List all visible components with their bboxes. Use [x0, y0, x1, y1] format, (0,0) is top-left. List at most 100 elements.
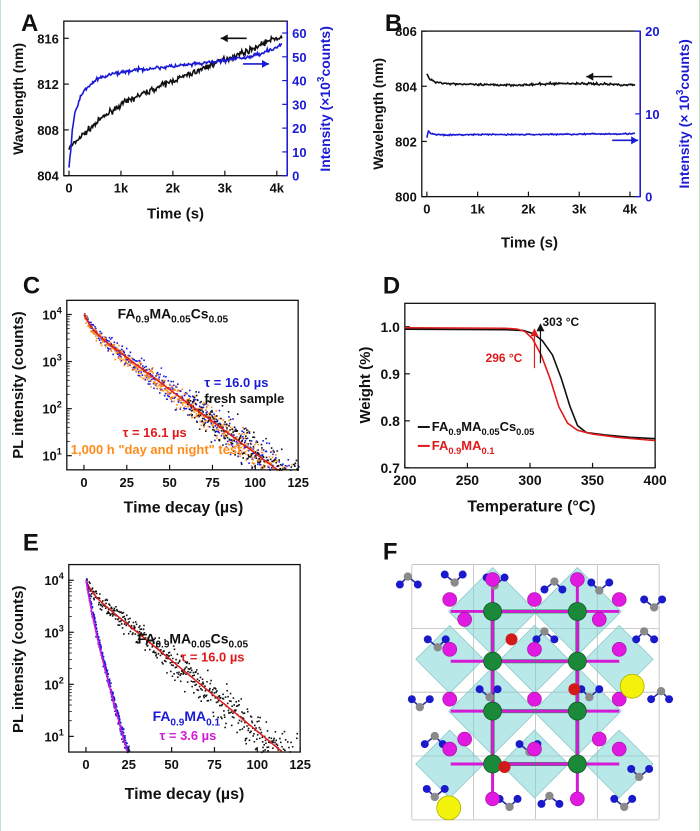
y-tick-label: 101 [42, 447, 61, 464]
x-tick-label: 50 [164, 757, 178, 772]
nitrogen-atom [493, 685, 502, 694]
iodide-atom [570, 572, 585, 587]
nitrogen-atom [658, 595, 667, 604]
nitrogen-atom [532, 635, 541, 644]
carbon-atom [639, 627, 649, 636]
cesium-atom [619, 673, 645, 699]
nitrogen-atom [595, 685, 604, 694]
x-tick-label: 2k [166, 181, 181, 196]
y-tick-label: 0.7 [380, 460, 400, 476]
nitrogen-atom [420, 740, 429, 749]
nitrogen-atom [647, 695, 656, 704]
nitrogen-atom [645, 764, 654, 773]
y-ticks: 101 102 103 104 [44, 571, 74, 744]
y2-tick-label: 20 [645, 24, 659, 39]
y-tick-label: 800 [395, 190, 417, 205]
series-a-label: FA0.9​MA0.05​Cs0.05​ [138, 630, 249, 650]
y-axis-label: PL intensity (counts) [10, 586, 27, 733]
x-ticks: 200 250 300 350 400 [393, 462, 667, 488]
x-ticks: 0 25 50 75 100 125 [82, 747, 311, 772]
panel-letter: B [385, 10, 402, 37]
panel-letter: F [383, 539, 398, 566]
series-b-label: FA0.9​MA0.1​ [153, 708, 221, 728]
carbon-atom [505, 802, 514, 812]
x-ticks: 0 25 50 75 100 125 [80, 464, 309, 490]
lead-atom [483, 602, 502, 621]
nitrogen-atom [395, 580, 404, 589]
series-line [68, 34, 283, 150]
nitrogen-atom [515, 740, 524, 749]
iodide-atom [485, 791, 500, 807]
carbon-atom [620, 802, 629, 812]
y2-tick-label: 50 [292, 50, 306, 65]
x-tick-label: 0 [82, 757, 89, 772]
x-axis-label: Time (s) [147, 206, 204, 223]
arrows [220, 34, 269, 68]
iodide-atom [527, 741, 542, 757]
iodide-atom [527, 592, 542, 607]
x-tick-label: 50 [162, 475, 176, 490]
tau-b-label: τ = 3.6 µs [160, 728, 217, 743]
carbon-atom [485, 693, 494, 702]
y-axis-label: PL intensity (counts) [10, 311, 27, 458]
y2-axis-label: Intensity (×103counts) [316, 26, 333, 172]
nitrogen-atom [441, 635, 450, 644]
series-group [426, 73, 636, 138]
x-tick-label: 1k [470, 202, 485, 217]
y-ticks: 0.7 0.8 0.9 1.0 [380, 319, 410, 476]
y2-tick-label: 30 [292, 97, 306, 112]
x-tick-label: 125 [287, 475, 309, 490]
nitrogen-atom [632, 635, 641, 644]
y2-tick-label: 10 [292, 145, 306, 160]
iodide-atom [611, 691, 627, 707]
scatter-points [85, 578, 299, 754]
iodide-atom [442, 741, 457, 757]
legend-item-1: FA0.9​MA0.05​Cs0.05​ [432, 419, 535, 437]
y-tick-label: 1.0 [380, 319, 400, 335]
iodide-atom [527, 691, 542, 707]
plot-area [421, 30, 641, 198]
x-tick-label: 200 [393, 472, 417, 488]
red-atom [568, 683, 581, 696]
plot-area [66, 299, 299, 471]
nitrogen-atom [407, 695, 416, 704]
series-line [426, 73, 636, 88]
x-tick-label: 100 [246, 757, 268, 772]
x-tick-label: 2k [521, 202, 536, 217]
x-axis-label: Time (s) [501, 234, 558, 251]
lead-atom [483, 754, 502, 774]
y-tick-label: 806 [395, 24, 417, 39]
lead-atom [567, 701, 587, 721]
y-tick-label: 102 [44, 675, 63, 692]
x-ticks: 0 1k 2k 3k 4k [65, 170, 285, 196]
panel-letter: D [383, 272, 400, 299]
carbon-atom [634, 772, 644, 782]
test-label: 1,000 h "day and night" test [71, 442, 242, 457]
panel-e: E 0 25 50 75 100 125 101 102 103 104 FA0.9​MA0.0… [10, 530, 311, 803]
iodide-atom [592, 612, 607, 627]
nitrogen-atom [555, 799, 564, 808]
iodide-atom [457, 612, 472, 627]
y2-ticks: 0 10 20 30 40 50 60 [282, 21, 307, 184]
iodide-atom [485, 572, 500, 587]
cesium-atom [436, 795, 462, 821]
y-tick-label: 802 [395, 134, 417, 149]
x-tick-label: 250 [456, 472, 480, 488]
arrow-303-head [536, 323, 545, 332]
tau-a-label: τ = 16.0 µs [180, 649, 244, 664]
iodide-atom [442, 642, 457, 657]
y-axis-label: Wavelength (nm) [370, 58, 386, 170]
series-group [83, 312, 300, 472]
x-tick-label: 0 [80, 475, 87, 490]
x-tick-label: 300 [518, 472, 542, 488]
lead-atom [567, 602, 587, 621]
nitrogen-atom [458, 570, 467, 579]
series-line [426, 129, 636, 138]
carbon-atom [550, 577, 559, 586]
nitrogen-atom [587, 578, 596, 587]
carbon-atom [415, 702, 424, 712]
x-tick-label: 3k [218, 181, 233, 196]
iodide-atom [442, 691, 457, 707]
nitrogen-atom [422, 784, 431, 793]
